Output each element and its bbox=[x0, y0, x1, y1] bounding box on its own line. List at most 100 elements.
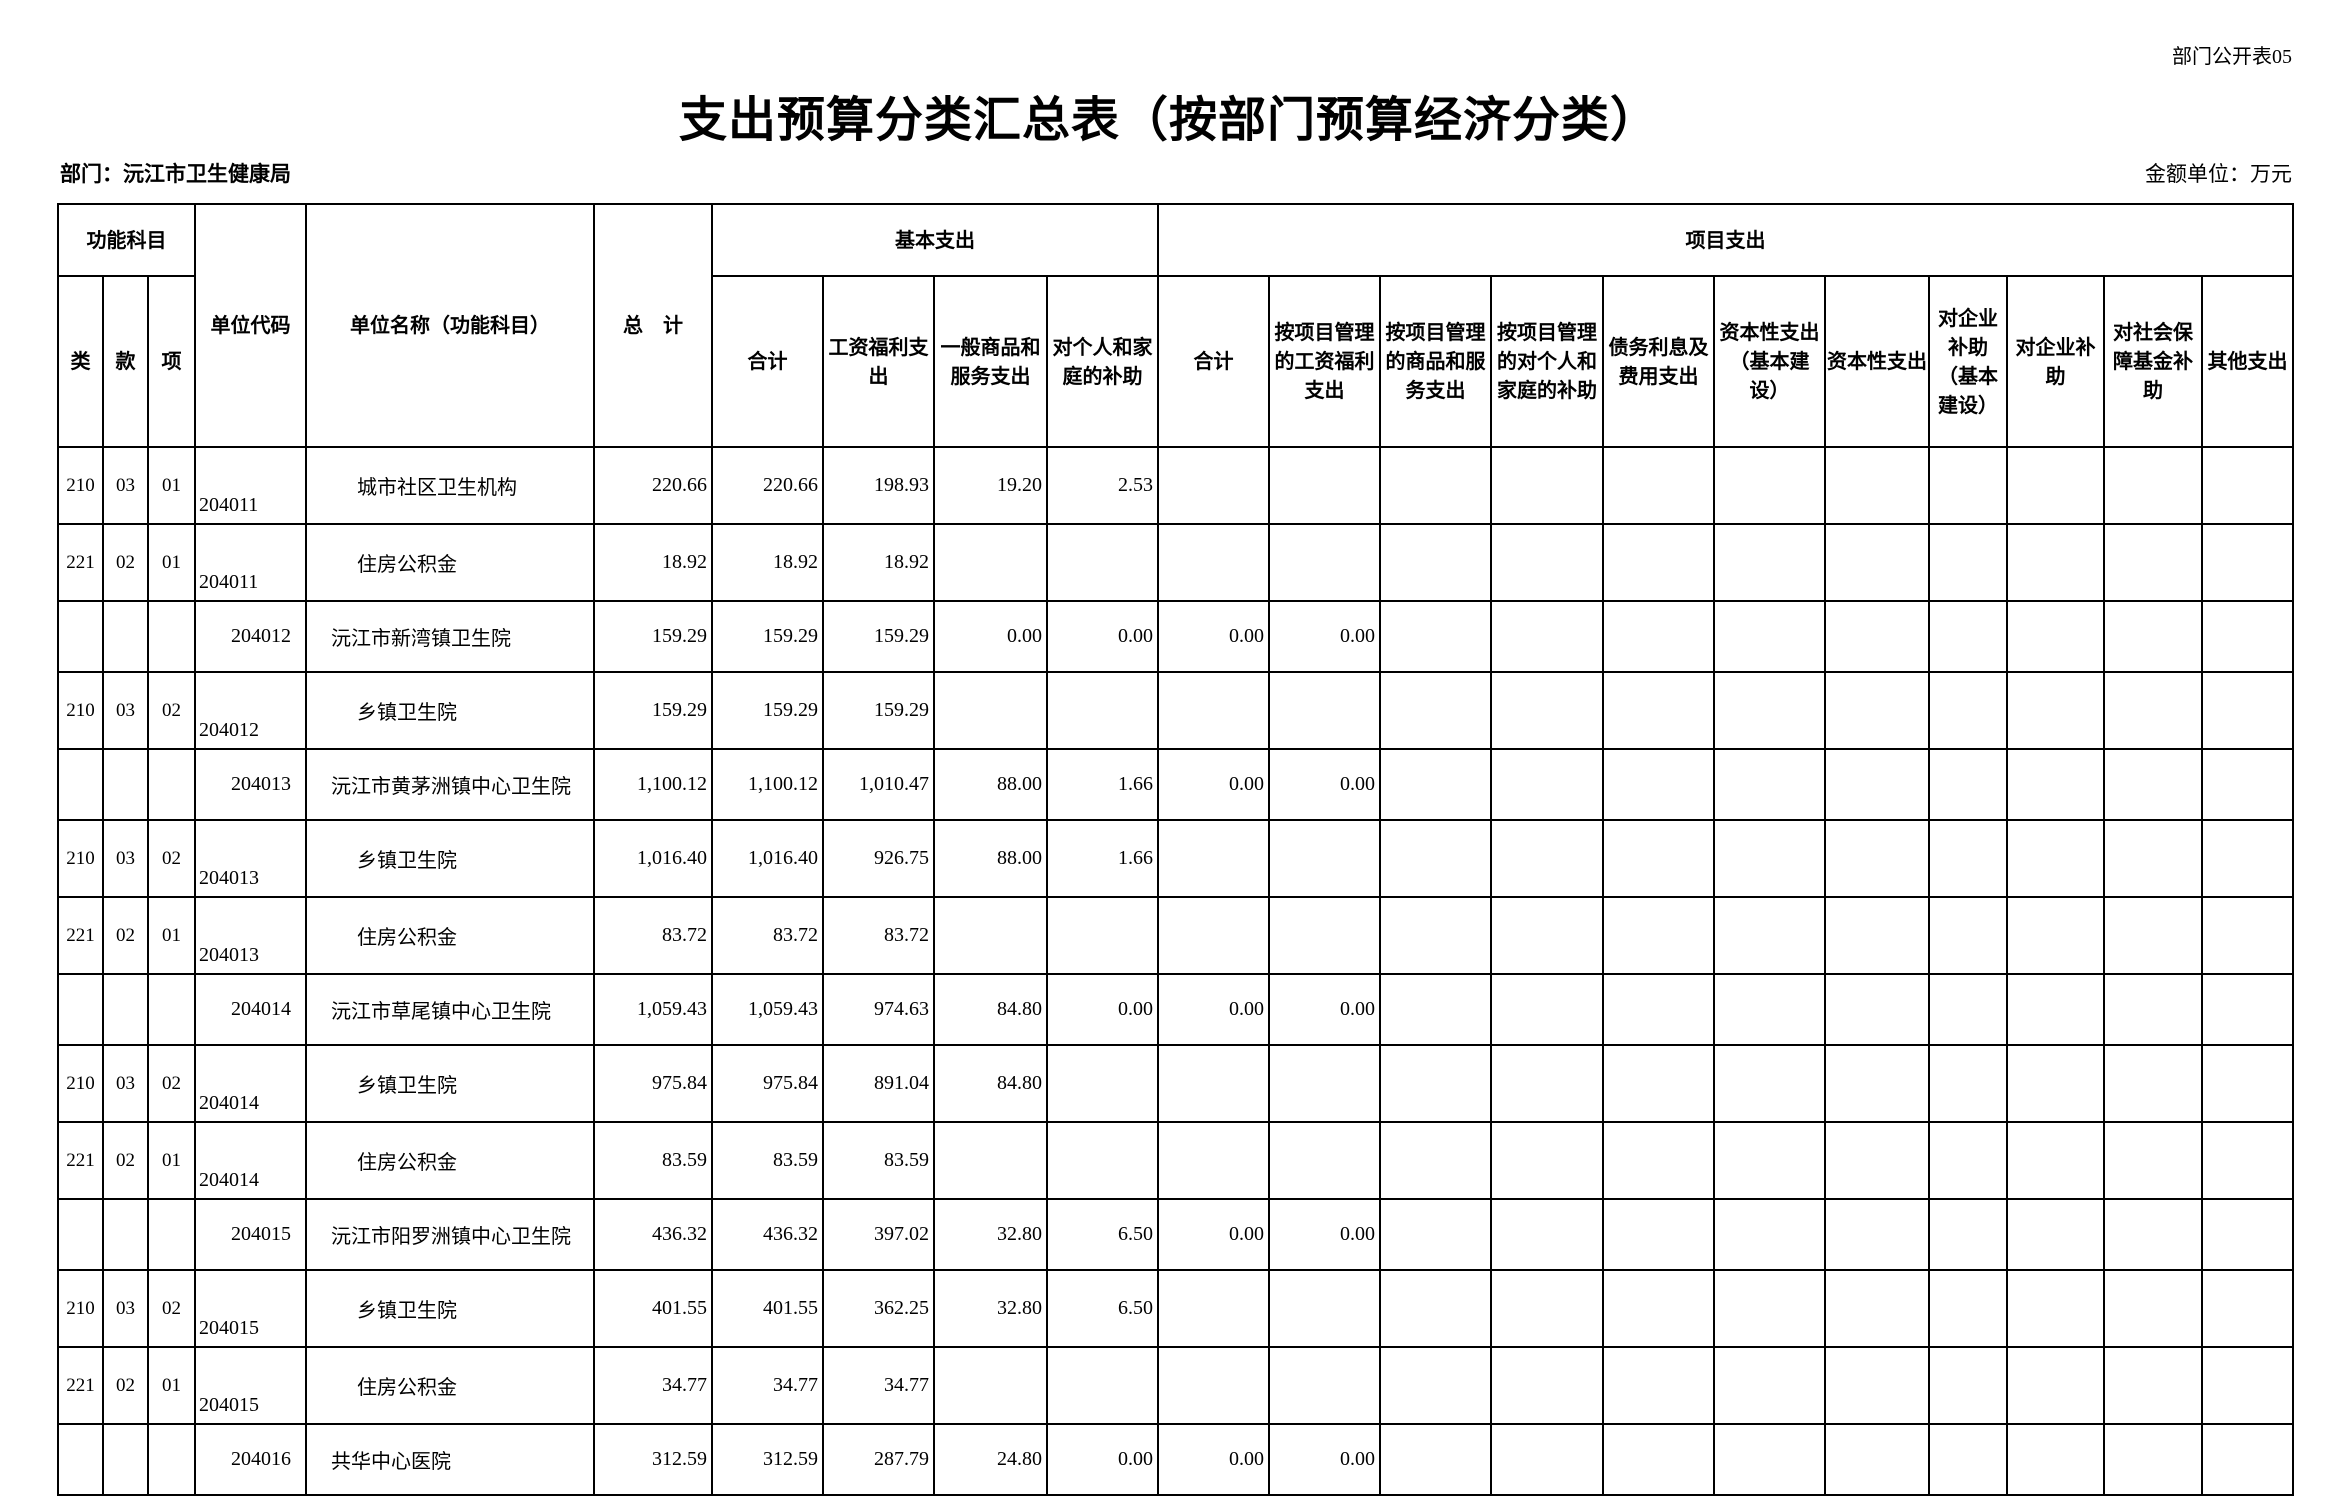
cell-amount bbox=[1379, 446, 1493, 525]
cell-amount bbox=[1602, 819, 1716, 898]
cell-amount bbox=[2103, 1423, 2204, 1496]
cell-amount bbox=[1713, 671, 1827, 750]
cell-amount bbox=[2103, 600, 2204, 673]
cell-lei: 210 bbox=[57, 819, 104, 898]
cell-lei: 221 bbox=[57, 1121, 104, 1200]
cell-amount bbox=[1602, 1269, 1716, 1348]
cell-amount bbox=[1713, 748, 1827, 821]
cell-xiang bbox=[146, 1198, 197, 1271]
cell-amount bbox=[933, 523, 1049, 602]
cell-amount: 397.02 bbox=[822, 1198, 936, 1271]
cell-amount bbox=[2006, 446, 2106, 525]
cell-amount bbox=[2103, 446, 2204, 525]
cell-amount bbox=[1379, 1346, 1493, 1425]
cell-amount bbox=[1824, 1269, 1931, 1348]
cell-amount bbox=[1824, 1044, 1931, 1123]
cell-amount: 0.00 bbox=[1268, 600, 1382, 673]
cell-amount bbox=[1490, 671, 1605, 750]
cell-amount bbox=[1928, 523, 2009, 602]
cell-amount: 19.20 bbox=[933, 446, 1049, 525]
cell-amount bbox=[1824, 1198, 1931, 1271]
cell-kuan: 03 bbox=[102, 1269, 149, 1348]
cell-amount bbox=[1157, 523, 1271, 602]
cell-amount bbox=[1928, 1044, 2009, 1123]
cell-amount bbox=[933, 1121, 1049, 1200]
header-project-col: 对企业补助 bbox=[2006, 275, 2106, 448]
header-project-col: 债务利息及费用支出 bbox=[1602, 275, 1716, 448]
cell-amount: 6.50 bbox=[1046, 1198, 1160, 1271]
cell-amount bbox=[2201, 1198, 2295, 1271]
cell-unit-name: 共华中心医院 bbox=[305, 1423, 596, 1496]
cell-xiang: 02 bbox=[146, 1269, 197, 1348]
cell-amount bbox=[1268, 1121, 1382, 1200]
cell-amount bbox=[1268, 1346, 1382, 1425]
cell-amount bbox=[1928, 973, 2009, 1046]
cell-xiang: 01 bbox=[146, 523, 197, 602]
cell-amount: 34.77 bbox=[822, 1346, 936, 1425]
header-total: 总 计 bbox=[593, 203, 714, 448]
cell-amount: 84.80 bbox=[933, 973, 1049, 1046]
cell-amount bbox=[2006, 671, 2106, 750]
cell-amount bbox=[2006, 1423, 2106, 1496]
cell-unit-code: 204015 bbox=[194, 1198, 308, 1271]
cell-amount: 159.29 bbox=[593, 671, 714, 750]
cell-amount: 975.84 bbox=[593, 1044, 714, 1123]
cell-xiang: 02 bbox=[146, 1044, 197, 1123]
cell-amount: 974.63 bbox=[822, 973, 936, 1046]
cell-amount bbox=[1490, 1346, 1605, 1425]
cell-amount bbox=[1490, 600, 1605, 673]
cell-amount bbox=[1379, 671, 1493, 750]
table-row: 221 02 01 204014 住房公积金 83.59 83.59 83.59 bbox=[57, 1121, 2295, 1200]
cell-amount bbox=[1602, 523, 1716, 602]
cell-amount bbox=[2006, 973, 2106, 1046]
cell-unit-name: 沅江市阳罗洲镇中心卫生院 bbox=[305, 1198, 596, 1271]
cell-amount bbox=[2201, 973, 2295, 1046]
cell-amount: 926.75 bbox=[822, 819, 936, 898]
cell-unit-name: 沅江市草尾镇中心卫生院 bbox=[305, 973, 596, 1046]
cell-unit-name: 住房公积金 bbox=[305, 1121, 596, 1200]
cell-kuan bbox=[102, 973, 149, 1046]
cell-amount bbox=[2103, 819, 2204, 898]
cell-amount bbox=[2103, 1269, 2204, 1348]
cell-amount bbox=[2103, 671, 2204, 750]
cell-lei bbox=[57, 748, 104, 821]
cell-amount: 0.00 bbox=[1268, 748, 1382, 821]
cell-unit-name: 乡镇卫生院 bbox=[305, 671, 596, 750]
cell-amount bbox=[1713, 523, 1827, 602]
cell-amount bbox=[1602, 1423, 1716, 1496]
cell-unit-name: 住房公积金 bbox=[305, 1346, 596, 1425]
table-row: 204015 沅江市阳罗洲镇中心卫生院 436.32 436.32 397.02 32.8… bbox=[57, 1198, 2295, 1271]
cell-amount bbox=[1490, 896, 1605, 975]
cell-amount bbox=[1713, 1121, 1827, 1200]
cell-amount bbox=[1046, 1044, 1160, 1123]
cell-amount: 83.72 bbox=[822, 896, 936, 975]
cell-amount bbox=[1713, 600, 1827, 673]
form-number: 部门公开表05 bbox=[2172, 46, 2292, 68]
header-project-col: 合计 bbox=[1157, 275, 1271, 448]
header-project: 项目支出 bbox=[1157, 203, 2295, 277]
cell-amount bbox=[2103, 523, 2204, 602]
cell-amount bbox=[1824, 1121, 1931, 1200]
cell-amount: 24.80 bbox=[933, 1423, 1049, 1496]
cell-amount bbox=[1379, 819, 1493, 898]
cell-amount bbox=[1379, 973, 1493, 1046]
cell-amount: 159.29 bbox=[593, 600, 714, 673]
cell-lei: 210 bbox=[57, 671, 104, 750]
cell-amount bbox=[1928, 1269, 2009, 1348]
cell-amount: 401.55 bbox=[593, 1269, 714, 1348]
cell-amount bbox=[1602, 973, 1716, 1046]
cell-amount: 220.66 bbox=[711, 446, 825, 525]
header-project-col: 按项目管理的工资福利支出 bbox=[1268, 275, 1382, 448]
cell-amount bbox=[2006, 896, 2106, 975]
cell-amount: 18.92 bbox=[593, 523, 714, 602]
cell-amount bbox=[1824, 973, 1931, 1046]
cell-amount: 2.53 bbox=[1046, 446, 1160, 525]
cell-amount: 0.00 bbox=[1157, 600, 1271, 673]
cell-amount bbox=[1602, 1198, 1716, 1271]
cell-amount bbox=[2201, 446, 2295, 525]
cell-amount bbox=[1268, 523, 1382, 602]
cell-amount bbox=[1157, 896, 1271, 975]
cell-amount bbox=[1824, 523, 1931, 602]
cell-amount bbox=[2006, 523, 2106, 602]
cell-xiang bbox=[146, 973, 197, 1046]
